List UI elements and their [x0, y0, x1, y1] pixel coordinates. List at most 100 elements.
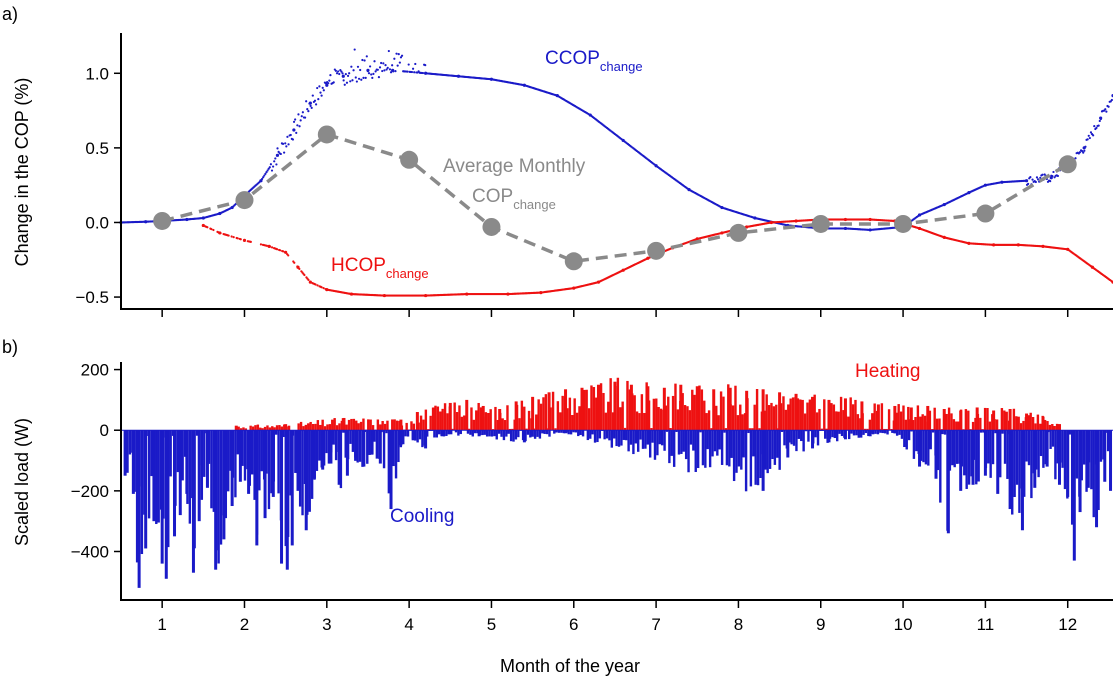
load-bar: [239, 428, 243, 431]
trace-point: [279, 152, 282, 156]
load-bar: [838, 430, 841, 434]
load-bar: [1023, 430, 1026, 497]
load-bar: [856, 414, 860, 431]
trace-point: [295, 131, 298, 134]
load-bar: [200, 430, 204, 500]
load-bar: [900, 430, 904, 439]
load-bar-peak: [341, 418, 345, 431]
series-point: [308, 280, 312, 284]
load-bar: [643, 412, 646, 431]
load-bar: [970, 430, 973, 477]
load-bar: [406, 430, 410, 437]
load-bar: [921, 414, 924, 431]
trace-point: [353, 48, 356, 51]
load-bar: [1017, 416, 1020, 431]
load-bar: [808, 399, 812, 431]
load-bar: [964, 409, 968, 431]
load-bar: [797, 430, 801, 439]
load-bar-peak: [1033, 430, 1037, 488]
load-bar-peak: [959, 410, 963, 431]
load-bar: [604, 412, 608, 431]
load-bar: [273, 427, 276, 431]
load-bar: [518, 418, 521, 431]
load-bar: [871, 413, 874, 431]
load-bar: [562, 430, 566, 434]
trace-point: [360, 78, 363, 81]
load-bar: [1039, 430, 1043, 457]
load-bar: [287, 425, 291, 431]
load-bar: [195, 430, 199, 436]
trace-point: [322, 89, 325, 92]
series-point: [242, 238, 247, 242]
avg-cop-sub: change: [513, 197, 556, 212]
load-bar: [741, 414, 744, 431]
load-bar: [824, 430, 827, 439]
load-bar: [150, 430, 153, 477]
load-bar-peak: [230, 430, 234, 507]
load-bar: [318, 430, 321, 461]
load-bar: [904, 419, 908, 431]
load-bar: [989, 430, 992, 478]
load-bar: [569, 430, 573, 435]
load-bar: [640, 394, 644, 431]
load-bar: [241, 430, 244, 466]
load-bar: [376, 419, 380, 431]
load-bar-peak: [827, 399, 831, 431]
panel-a-x-ticks: [161, 309, 1069, 317]
load-bar: [367, 419, 370, 431]
trace-point: [276, 248, 279, 251]
trace-point: [413, 71, 416, 74]
load-bar: [633, 395, 636, 431]
load-bar: [304, 424, 308, 431]
load-bar: [1011, 430, 1014, 515]
load-bar: [1018, 430, 1021, 513]
load-bar: [176, 430, 180, 473]
panel-a-cop-change: a) Change in the COP (%) −0.5 0.0 0.5 1.0 C…: [2, 4, 1113, 317]
average-marker: [729, 223, 748, 242]
trace-point: [346, 74, 350, 77]
panel-b-label: b): [2, 337, 18, 357]
load-bar: [657, 407, 660, 431]
trace-point: [296, 124, 299, 127]
load-bar-peak: [1041, 416, 1045, 431]
load-bar: [743, 413, 747, 431]
trace-point: [232, 235, 235, 239]
load-bar: [503, 420, 507, 431]
load-bar: [542, 397, 545, 431]
load-bar: [677, 430, 681, 455]
load-bar: [535, 414, 538, 431]
trace-point: [308, 102, 311, 105]
series-hcop: [201, 217, 1113, 298]
trace-point: [344, 73, 347, 76]
load-bar-peak: [137, 430, 141, 588]
trace-point: [363, 59, 366, 62]
trace-point: [1031, 178, 1034, 181]
trace-point: [267, 167, 270, 170]
series-point: [275, 153, 280, 157]
panel-b-x-tick-label: 11: [977, 615, 995, 634]
trace-point: [316, 86, 319, 90]
average-marker: [894, 214, 913, 233]
load-bar: [267, 430, 271, 510]
load-bar: [271, 426, 274, 431]
load-bar: [868, 419, 872, 431]
load-bar: [1042, 430, 1045, 468]
trace-point: [385, 68, 388, 71]
load-bar: [771, 430, 774, 460]
load-bar: [479, 407, 483, 431]
trace-point: [287, 143, 290, 146]
panel-a-y-tick-label: 0.5: [85, 139, 109, 158]
load-bar: [730, 430, 733, 458]
average-marker: [1058, 155, 1077, 174]
load-bar: [234, 430, 237, 498]
load-bar: [551, 391, 555, 431]
trace-point: [320, 94, 323, 97]
load-bar: [517, 430, 520, 438]
load-bar: [929, 430, 932, 450]
panel-b-x-tick-label: 4: [404, 615, 413, 634]
load-bar: [622, 430, 626, 440]
load-bar: [491, 429, 495, 431]
load-bar-peak: [975, 407, 979, 431]
load-bar: [501, 418, 504, 431]
